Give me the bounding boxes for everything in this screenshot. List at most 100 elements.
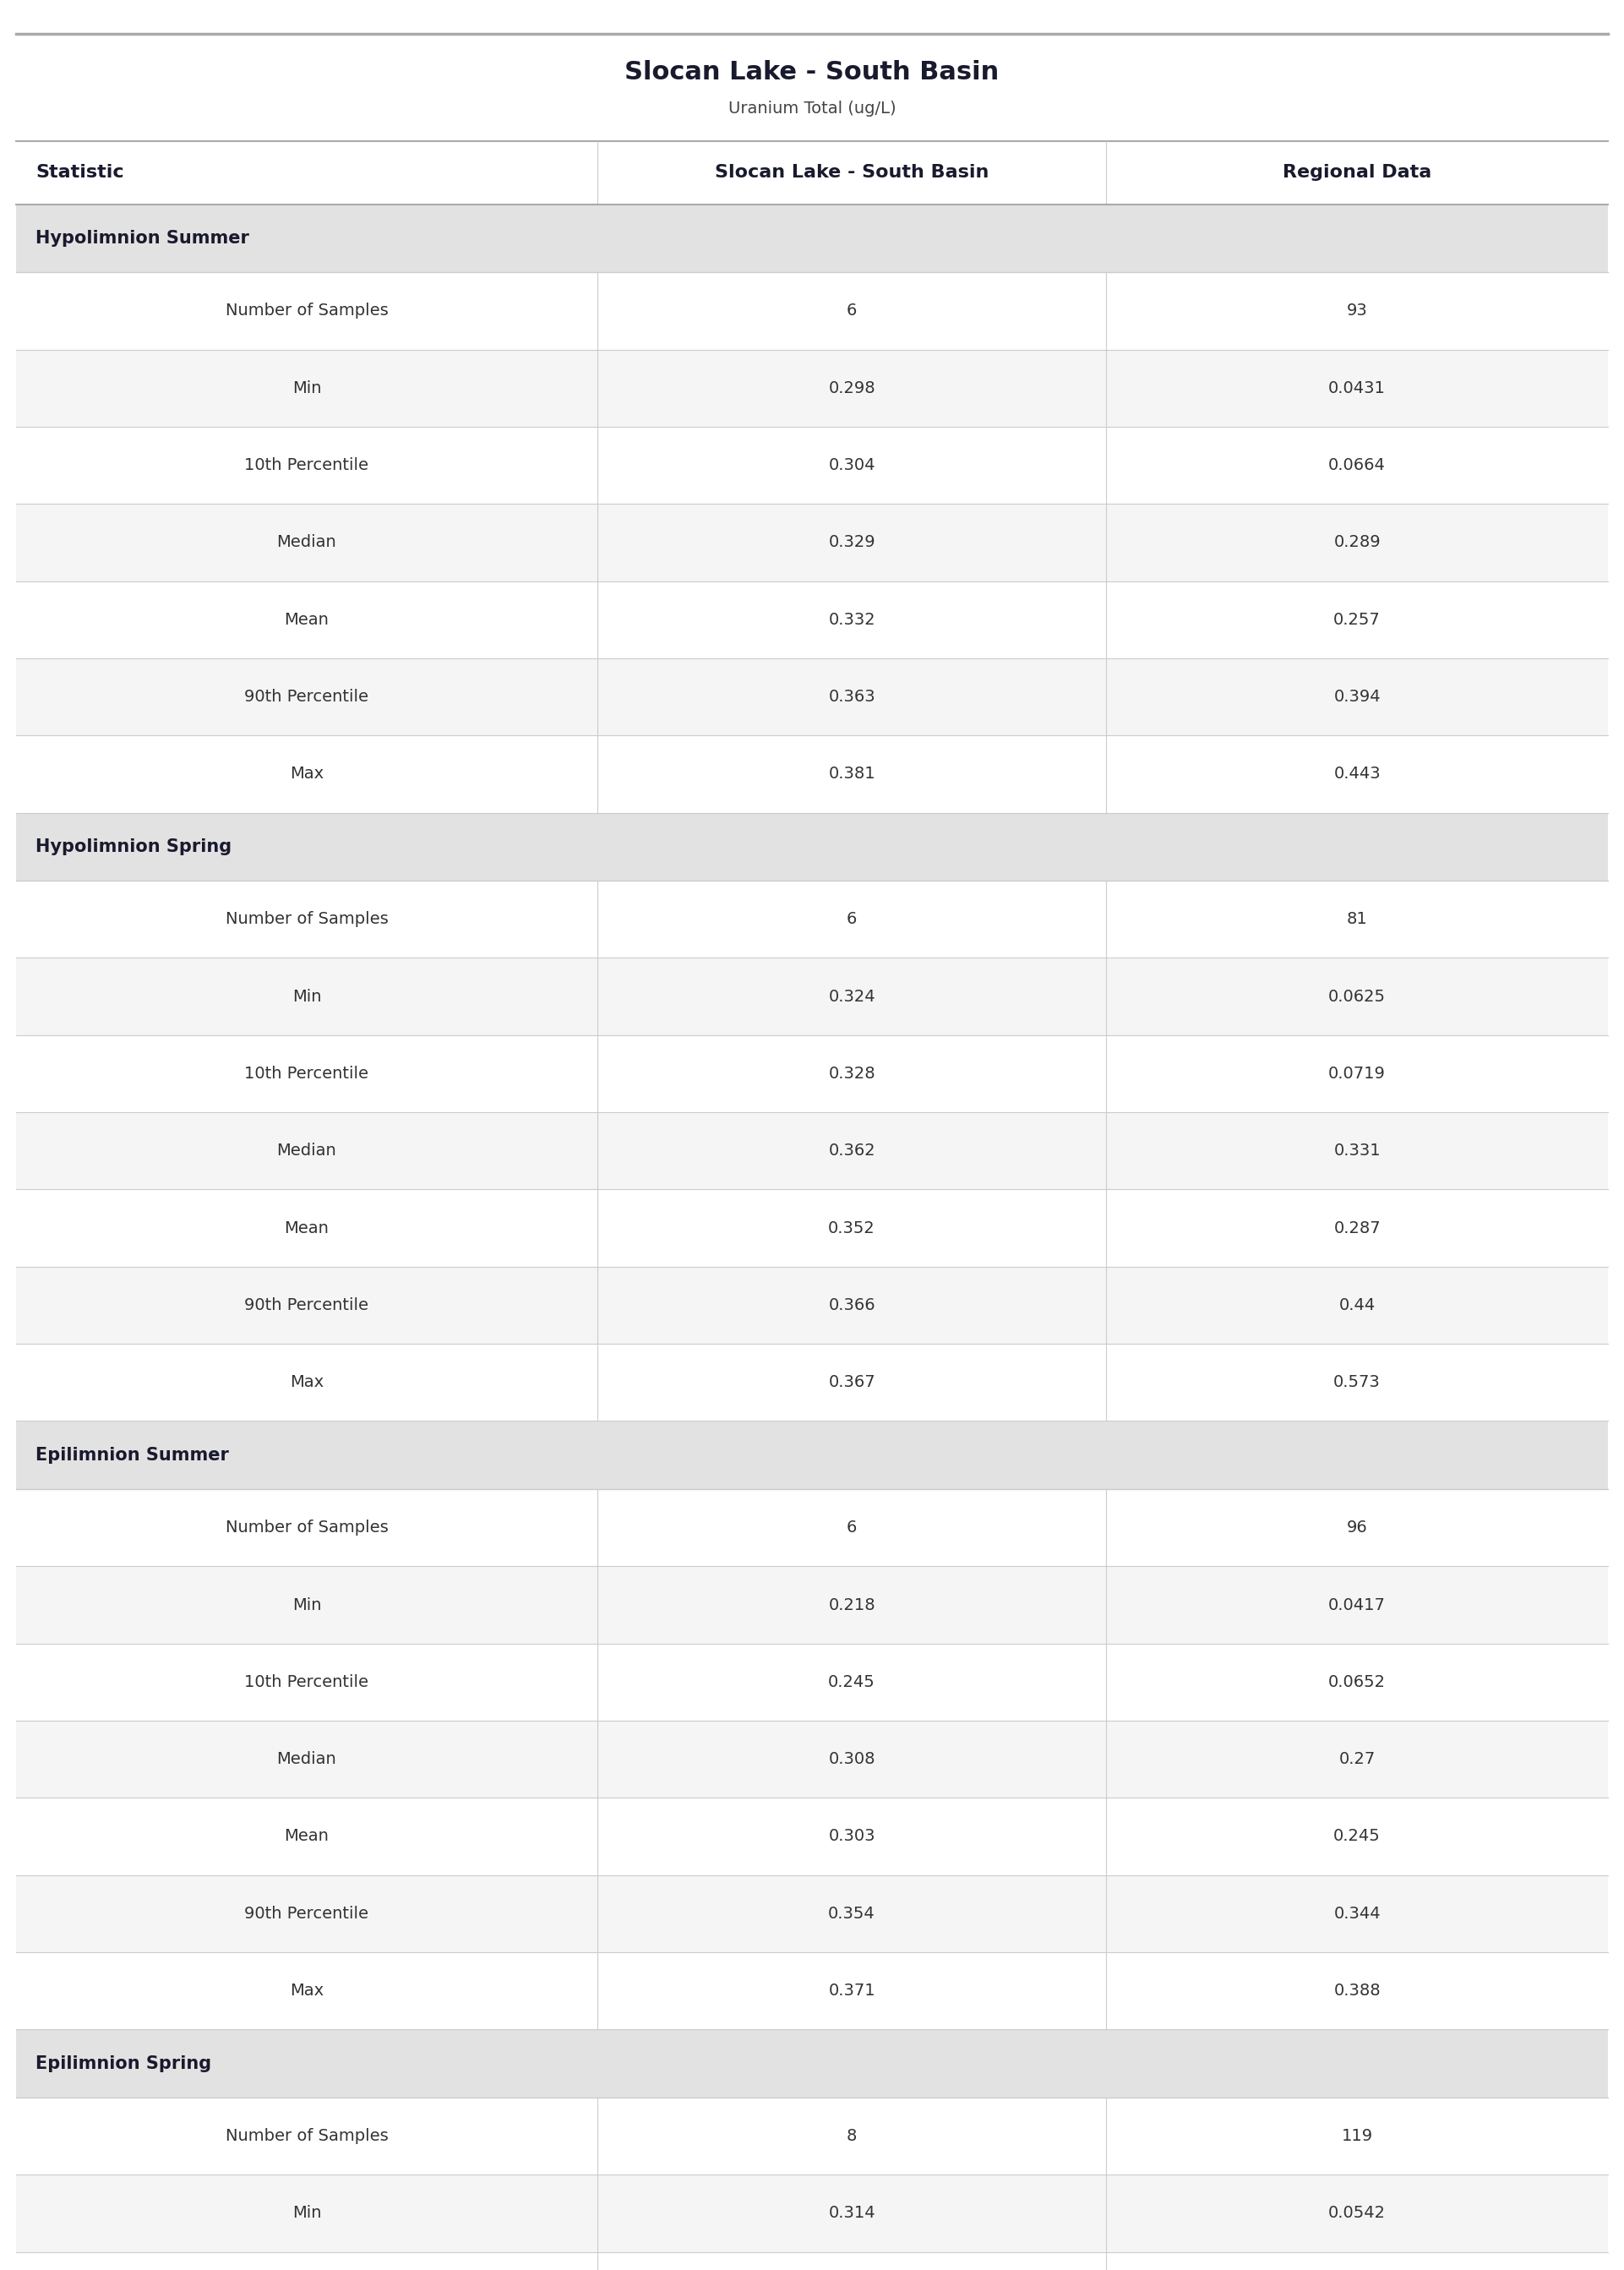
Text: 0.352: 0.352	[828, 1219, 875, 1237]
Text: 0.298: 0.298	[828, 379, 875, 397]
Text: 10th Percentile: 10th Percentile	[245, 1065, 369, 1083]
Text: Number of Samples: Number of Samples	[226, 1519, 388, 1537]
Text: 0.257: 0.257	[1333, 611, 1380, 629]
Text: 0.388: 0.388	[1333, 1982, 1380, 2000]
Text: 0.0652: 0.0652	[1328, 1673, 1385, 1691]
Text: 0.331: 0.331	[1333, 1142, 1380, 1160]
Text: 0.304: 0.304	[828, 456, 875, 474]
Text: 0.27: 0.27	[1338, 1750, 1376, 1768]
Bar	[16, 350, 1608, 427]
Text: 6: 6	[846, 302, 857, 320]
Bar	[16, 1112, 1608, 1189]
Text: Min: Min	[292, 987, 322, 1006]
Bar	[16, 504, 1608, 581]
Bar	[16, 2252, 1608, 2270]
Text: 0.0431: 0.0431	[1328, 379, 1385, 397]
Text: 90th Percentile: 90th Percentile	[245, 688, 369, 706]
Text: Min: Min	[292, 379, 322, 397]
Text: Slocan Lake - South Basin: Slocan Lake - South Basin	[715, 163, 989, 182]
Text: 0.362: 0.362	[828, 1142, 875, 1160]
Text: 0.0664: 0.0664	[1328, 456, 1385, 474]
Text: 0.394: 0.394	[1333, 688, 1380, 706]
Bar	[16, 141, 1608, 204]
Bar	[16, 958, 1608, 1035]
Text: 0.0542: 0.0542	[1328, 2204, 1385, 2222]
Bar	[16, 204, 1608, 272]
Text: 0.218: 0.218	[828, 1596, 875, 1614]
Bar	[16, 1267, 1608, 1344]
Text: 81: 81	[1346, 910, 1367, 928]
Text: Number of Samples: Number of Samples	[226, 2127, 388, 2145]
Bar	[16, 1421, 1608, 1489]
Bar	[16, 1344, 1608, 1421]
Text: Number of Samples: Number of Samples	[226, 302, 388, 320]
Text: 0.44: 0.44	[1338, 1296, 1376, 1314]
Text: Statistic: Statistic	[36, 163, 123, 182]
Text: Median: Median	[276, 533, 336, 552]
Text: 0.0719: 0.0719	[1328, 1065, 1385, 1083]
Text: 0.371: 0.371	[828, 1982, 875, 2000]
Text: 10th Percentile: 10th Percentile	[245, 456, 369, 474]
Text: 8: 8	[846, 2127, 857, 2145]
Text: 0.324: 0.324	[828, 987, 875, 1006]
Text: 119: 119	[1341, 2127, 1372, 2145]
Text: Mean: Mean	[284, 1827, 330, 1846]
Bar	[16, 1489, 1608, 1566]
Bar	[16, 881, 1608, 958]
Text: Hypolimnion Spring: Hypolimnion Spring	[36, 838, 232, 856]
Text: 0.367: 0.367	[828, 1373, 875, 1392]
Text: Mean: Mean	[284, 1219, 330, 1237]
Text: Max: Max	[289, 1373, 323, 1392]
Text: Median: Median	[276, 1142, 336, 1160]
Bar	[16, 1798, 1608, 1875]
Text: 0.245: 0.245	[828, 1673, 875, 1691]
Bar	[16, 581, 1608, 658]
Bar	[16, 1566, 1608, 1643]
Text: 90th Percentile: 90th Percentile	[245, 1905, 369, 1923]
Text: 0.289: 0.289	[1333, 533, 1380, 552]
Text: 0.329: 0.329	[828, 533, 875, 552]
Text: 90th Percentile: 90th Percentile	[245, 1296, 369, 1314]
Bar	[16, 2097, 1608, 2175]
Bar	[16, 1952, 1608, 2029]
Bar	[16, 1721, 1608, 1798]
Bar	[16, 813, 1608, 881]
Text: 0.366: 0.366	[828, 1296, 875, 1314]
Text: 93: 93	[1346, 302, 1367, 320]
Text: Uranium Total (ug/L): Uranium Total (ug/L)	[728, 100, 896, 118]
Text: 0.0417: 0.0417	[1328, 1596, 1385, 1614]
Text: Epilimnion Summer: Epilimnion Summer	[36, 1446, 229, 1464]
Text: 0.287: 0.287	[1333, 1219, 1380, 1237]
Text: 0.308: 0.308	[828, 1750, 875, 1768]
Text: 0.381: 0.381	[828, 765, 875, 783]
Text: 0.245: 0.245	[1333, 1827, 1380, 1846]
Text: 6: 6	[846, 910, 857, 928]
Text: 0.354: 0.354	[828, 1905, 875, 1923]
Text: Min: Min	[292, 1596, 322, 1614]
Text: Slocan Lake - South Basin: Slocan Lake - South Basin	[625, 61, 999, 84]
Bar	[16, 1875, 1608, 1952]
Text: 0.363: 0.363	[828, 688, 875, 706]
Text: Hypolimnion Summer: Hypolimnion Summer	[36, 229, 250, 247]
Text: Mean: Mean	[284, 611, 330, 629]
Text: Median: Median	[276, 1750, 336, 1768]
Bar	[16, 658, 1608, 735]
Bar	[16, 427, 1608, 504]
Bar	[16, 2029, 1608, 2097]
Bar	[16, 1035, 1608, 1112]
Text: 6: 6	[846, 1519, 857, 1537]
Bar	[16, 272, 1608, 350]
Text: Number of Samples: Number of Samples	[226, 910, 388, 928]
Text: 96: 96	[1346, 1519, 1367, 1537]
Bar	[16, 2175, 1608, 2252]
Text: 0.344: 0.344	[1333, 1905, 1380, 1923]
Text: 0.0625: 0.0625	[1328, 987, 1385, 1006]
Text: Min: Min	[292, 2204, 322, 2222]
Text: 0.573: 0.573	[1333, 1373, 1380, 1392]
Text: 0.303: 0.303	[828, 1827, 875, 1846]
Text: 0.314: 0.314	[828, 2204, 875, 2222]
Bar	[16, 1189, 1608, 1267]
Text: Max: Max	[289, 765, 323, 783]
Text: 0.332: 0.332	[828, 611, 875, 629]
Text: Max: Max	[289, 1982, 323, 2000]
